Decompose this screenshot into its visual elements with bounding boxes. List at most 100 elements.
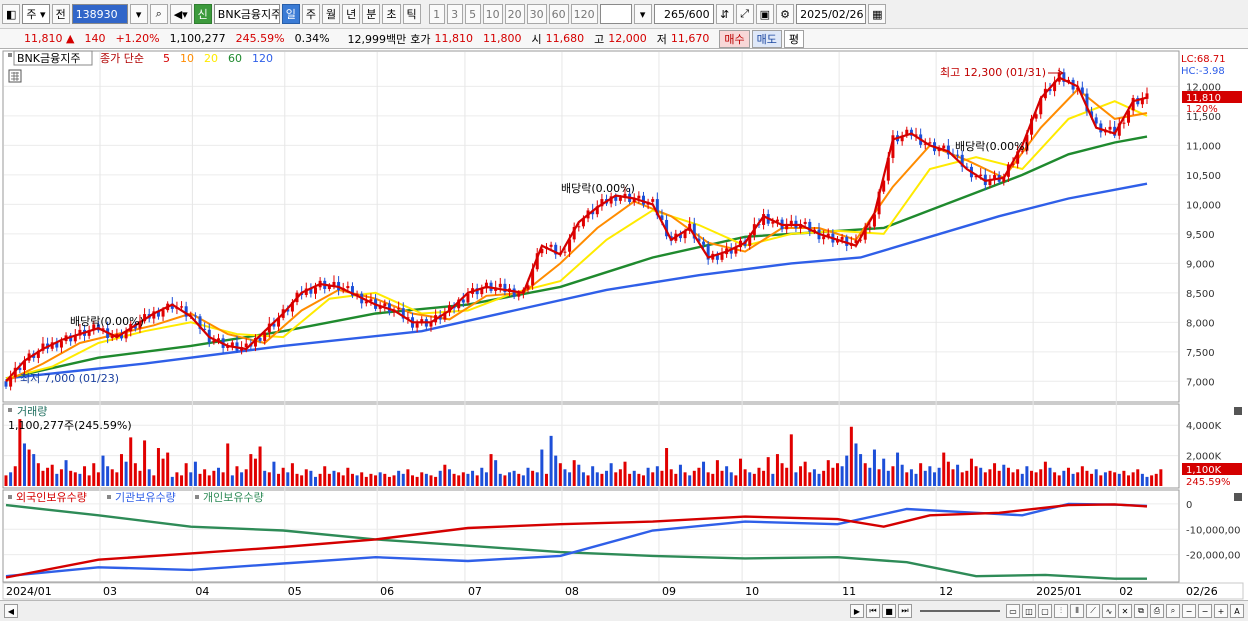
bar-type-icon[interactable]: ⫶ [1054, 604, 1068, 618]
volume-bar [22, 443, 26, 486]
holdings-legend-square-icon [195, 495, 199, 499]
save-icon[interactable]: ▣ [755, 4, 775, 24]
candle-body [244, 343, 248, 348]
frame-icon[interactable]: ▢ [1038, 604, 1052, 618]
volume-bar [9, 472, 13, 486]
calendar-icon[interactable]: ▦ [868, 4, 887, 24]
scroll-left-icon[interactable]: ◀ [4, 604, 18, 618]
plus-icon[interactable]: + [1214, 604, 1228, 618]
font-size-icon[interactable]: A [1230, 604, 1244, 618]
interval-tab-4[interactable]: 20 [504, 4, 525, 24]
volume-bar [702, 461, 706, 486]
period-tab-0[interactable]: 일 [281, 4, 300, 24]
volume-bar [475, 475, 479, 486]
code-dropdown-icon[interactable]: ▾ [129, 4, 148, 24]
volume-bar [595, 472, 599, 486]
candle-body [286, 309, 290, 312]
volume-bar [189, 472, 193, 486]
interval-tab-0[interactable]: 1 [428, 4, 445, 24]
volume-bar [933, 472, 937, 486]
stock-code-input[interactable]: 138930 [71, 4, 128, 24]
holdings-close-icon[interactable] [1234, 493, 1242, 501]
stock-chart[interactable]: 12,000 11,500 11,000 10,500 10,000 9,500 9,000… [0, 49, 1248, 600]
volume-bar [133, 463, 137, 486]
candle-body [618, 197, 622, 201]
period-tab-1[interactable]: 주 [301, 4, 321, 24]
search-icon[interactable]: ⌕ [149, 4, 168, 24]
indicator-icon[interactable]: ⇵ [715, 4, 734, 24]
draw-icon[interactable]: ⤢ [735, 4, 754, 24]
x-end-label: 02/26 [1186, 585, 1218, 598]
count-field[interactable]: 265/600 [653, 4, 714, 24]
candle-body [729, 248, 733, 254]
candle-body [1131, 97, 1135, 111]
volume-bar [13, 466, 17, 486]
interval-tab-6[interactable]: 60 [548, 4, 569, 24]
volume-bar [374, 475, 378, 486]
zoom-out-icon[interactable]: − [1182, 604, 1196, 618]
candle-body [369, 299, 373, 302]
volume-bar [637, 473, 641, 486]
candle-body [877, 191, 881, 215]
last-page-icon[interactable]: ⏭ [898, 604, 912, 618]
trend-icon[interactable]: ⟋ [1086, 604, 1100, 618]
volume-bar [743, 469, 747, 486]
interval-tab-7[interactable]: 120 [570, 4, 598, 24]
volume-bar [799, 466, 803, 486]
legend-name-box[interactable] [13, 50, 93, 66]
prev-button[interactable]: 전 [51, 4, 70, 24]
interval-tab-3[interactable]: 10 [482, 4, 503, 24]
gear-icon[interactable]: ⚙ [776, 4, 795, 24]
cross-icon[interactable]: ✕ [1118, 604, 1132, 618]
period-tab-6[interactable]: 틱 [402, 4, 421, 24]
candle-type-icon[interactable]: ⫴ [1070, 604, 1084, 618]
volume-bar [628, 473, 632, 486]
candle-body [808, 221, 812, 232]
period-tab-4[interactable]: 분 [362, 4, 381, 24]
split-icon[interactable]: ◫ [1022, 604, 1036, 618]
period-tab-5[interactable]: 초 [382, 4, 401, 24]
scroll-right-icon[interactable]: ▶ [850, 604, 864, 618]
buy-button[interactable]: 매수 [719, 29, 750, 48]
window-icon[interactable]: ◧ [2, 4, 21, 24]
speaker-icon[interactable]: ◀▾ [169, 4, 192, 24]
period-tab-2[interactable]: 월 [322, 4, 341, 24]
wave-icon[interactable]: ∿ [1102, 604, 1116, 618]
volume-bar [849, 426, 853, 486]
volume-bar [434, 476, 438, 486]
holdings-y-tick: -10,000,00 [1186, 525, 1241, 536]
volume-bar [36, 463, 40, 486]
stock-name-field[interactable]: BNK금융지주 [213, 4, 280, 24]
volume-bar [946, 461, 950, 486]
new-badge[interactable]: 신 [193, 4, 212, 24]
interval-dropdown-icon[interactable]: ▾ [633, 4, 652, 24]
low-label: 저 [656, 32, 667, 46]
candle-body [1122, 122, 1126, 124]
interval-tab-1[interactable]: 3 [446, 4, 463, 24]
interval-input[interactable] [599, 4, 632, 24]
layout-icon[interactable]: ▭ [1006, 604, 1020, 618]
zoom-icon[interactable]: ⌕ [1166, 604, 1180, 618]
print-icon[interactable]: ⎙ [1150, 604, 1164, 618]
period-tab-3[interactable]: 년 [342, 4, 361, 24]
volume-bar [295, 473, 299, 486]
volume-bar [775, 454, 779, 486]
zoom-slider[interactable] [920, 610, 1000, 612]
market-select[interactable]: 주 ▾ [22, 4, 50, 24]
volume-bar [738, 458, 742, 486]
stop-icon[interactable]: ■ [882, 604, 896, 618]
x-axis-label: 2024/01 [6, 585, 52, 598]
copy-icon[interactable]: ⧉ [1134, 604, 1148, 618]
minus-icon[interactable]: − [1198, 604, 1212, 618]
first-page-icon[interactable]: ⏮ [866, 604, 880, 618]
interval-tab-5[interactable]: 30 [526, 4, 547, 24]
avg-button[interactable]: 평 [783, 29, 805, 48]
sell-button[interactable]: 매도 [751, 29, 782, 48]
candle-body [1145, 93, 1149, 99]
volume-close-icon[interactable] [1234, 407, 1242, 415]
volume-bar [725, 466, 729, 486]
volume-bar [886, 470, 890, 486]
date-input[interactable]: 2025/02/26 [796, 4, 867, 24]
candle-body [577, 226, 581, 228]
interval-tab-2[interactable]: 5 [464, 4, 481, 24]
